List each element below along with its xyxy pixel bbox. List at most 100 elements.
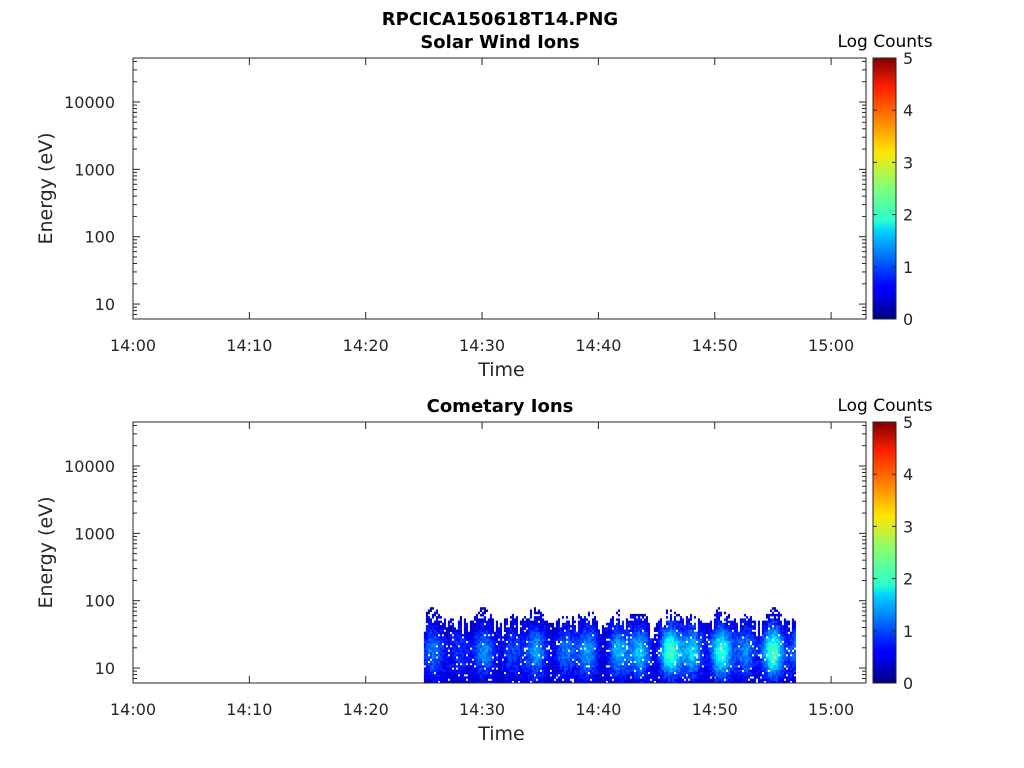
data-cell [515, 622, 518, 626]
data-cell [485, 622, 488, 626]
data-cell [459, 638, 462, 641]
data-cell [769, 638, 772, 641]
data-cell [743, 676, 746, 679]
data-cell [601, 660, 604, 664]
data-cell [619, 656, 622, 659]
data-cell [427, 616, 430, 619]
data-cell [567, 658, 570, 661]
data-cell [475, 645, 478, 648]
data-cell [439, 640, 442, 644]
data-cell [529, 654, 532, 657]
data-cell [653, 638, 656, 641]
data-cell [445, 647, 448, 650]
data-cell [779, 674, 782, 677]
data-cell [519, 629, 522, 632]
data-cell [453, 642, 456, 646]
data-cell [621, 629, 624, 632]
data-cell [707, 680, 710, 684]
data-cell [529, 642, 532, 646]
data-cell [775, 658, 778, 661]
data-cell [531, 640, 534, 644]
data-cell [733, 678, 736, 681]
data-cell [533, 642, 536, 646]
data-cell [745, 676, 748, 679]
data-cell [677, 649, 680, 653]
data-cell [647, 631, 650, 635]
data-cell [585, 654, 588, 657]
data-cell [521, 629, 524, 632]
data-cell [527, 634, 530, 637]
data-cell [531, 667, 534, 670]
data-cell [497, 678, 500, 681]
data-cell [743, 631, 746, 635]
data-cell [707, 627, 710, 630]
data-cell [761, 656, 764, 659]
data-cell [573, 645, 576, 648]
data-cell [493, 631, 496, 635]
data-cell [447, 658, 450, 661]
data-cell [781, 642, 784, 646]
data-cell [487, 649, 490, 653]
data-cell [441, 660, 444, 664]
data-cell [561, 636, 564, 639]
data-cell [727, 649, 730, 653]
data-cell [745, 647, 748, 650]
data-cell [425, 638, 428, 641]
data-cell [467, 631, 470, 635]
data-cell [605, 627, 608, 630]
data-cell [579, 625, 582, 628]
data-cell [631, 629, 634, 632]
data-cell [673, 629, 676, 632]
data-cell [725, 642, 728, 646]
data-cell [429, 656, 432, 659]
data-cell [665, 627, 668, 630]
data-cell [527, 665, 530, 668]
data-cell [551, 651, 554, 655]
data-cell [647, 678, 650, 681]
data-cell [713, 667, 716, 670]
data-cell [463, 622, 466, 626]
data-cell [753, 638, 756, 641]
data-cell [705, 631, 708, 635]
data-cell [655, 634, 658, 637]
data-cell [727, 676, 730, 679]
data-cell [743, 667, 746, 670]
data-cell [545, 674, 548, 677]
data-cell [483, 609, 486, 612]
data-cell [591, 676, 594, 679]
data-cell [743, 680, 746, 684]
data-cell [541, 645, 544, 648]
data-cell [445, 629, 448, 632]
data-cell [489, 631, 492, 635]
data-cell [571, 618, 574, 621]
data-cell [631, 656, 634, 659]
data-cell [565, 660, 568, 664]
data-cell [629, 662, 632, 666]
data-cell [573, 636, 576, 639]
data-cell [747, 645, 750, 648]
data-cell [609, 618, 612, 621]
data-cell [479, 669, 482, 673]
data-cell [669, 613, 672, 617]
data-cell [469, 629, 472, 632]
data-cell [507, 634, 510, 637]
data-cell [445, 651, 448, 655]
data-cell [631, 649, 634, 653]
data-cell [651, 651, 654, 655]
data-cell [587, 669, 590, 673]
data-cell [709, 674, 712, 677]
data-cell [437, 627, 440, 630]
data-cell [709, 638, 712, 641]
data-cell [465, 649, 468, 653]
data-cell [619, 676, 622, 679]
data-cell [701, 667, 704, 670]
data-cell [723, 618, 726, 621]
data-cell [729, 662, 732, 666]
data-cell [533, 671, 536, 675]
data-cell [781, 678, 784, 681]
data-cell [471, 678, 474, 681]
data-cell [509, 671, 512, 675]
data-cell [677, 627, 680, 630]
data-cell [467, 667, 470, 670]
data-cell [665, 636, 668, 639]
